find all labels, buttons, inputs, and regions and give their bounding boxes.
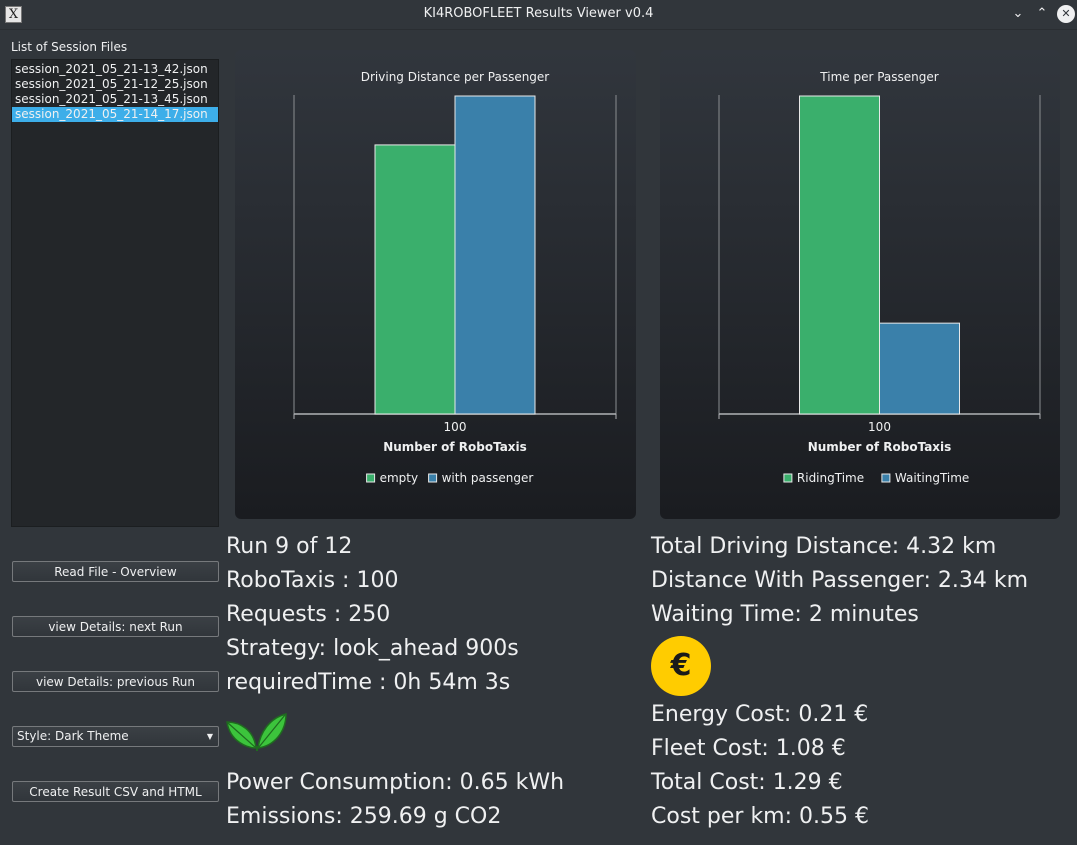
total-cost-label: Total Cost: 1.29 € xyxy=(651,770,843,795)
run-label: Run 9 of 12 xyxy=(226,534,353,559)
x-axis-label: Number of RoboTaxis xyxy=(383,440,527,454)
energy-cost-label: Energy Cost: 0.21 € xyxy=(651,702,869,727)
close-button[interactable]: ✕ xyxy=(1057,5,1075,23)
legend-label: RidingTime xyxy=(797,471,864,485)
legend-label: WaitingTime xyxy=(895,471,969,485)
session-file-list[interactable]: session_2021_05_21-13_42.json session_202… xyxy=(11,59,219,527)
file-list-item[interactable]: session_2021_05_21-12_25.json xyxy=(15,77,208,91)
legend-swatch xyxy=(881,473,891,483)
file-list-item[interactable]: session_2021_05_21-14_17.json xyxy=(12,107,218,122)
robotaxis-label: RoboTaxis : 100 xyxy=(226,568,399,593)
distance-chart-panel: Driving Distance per Passenger 100 Number … xyxy=(235,50,636,519)
chevron-down-icon: ▼ xyxy=(206,732,213,741)
x-axis-label: Number of RoboTaxis xyxy=(808,440,952,454)
requests-label: Requests : 250 xyxy=(226,602,391,627)
files-label: List of Session Files xyxy=(11,40,128,54)
style-select[interactable]: Style: Dark Theme ▼ xyxy=(12,726,219,747)
file-list-item[interactable]: session_2021_05_21-13_45.json xyxy=(15,92,208,106)
chart-title: Time per Passenger xyxy=(819,70,938,84)
create-result-button[interactable]: Create Result CSV and HTML xyxy=(12,781,219,802)
cost-per-km-label: Cost per km: 0.55 € xyxy=(651,804,869,829)
maximize-button[interactable]: ⌃ xyxy=(1036,6,1048,21)
title-bar: X KI4ROBOFLEET Results Viewer v0.4 ⌄ ⌃ ✕ xyxy=(0,0,1077,30)
legend-swatch xyxy=(366,473,376,483)
time-chart-panel: Time per Passenger 100 Number of RoboTaxis… xyxy=(660,50,1060,519)
power-label: Power Consumption: 0.65 kWh xyxy=(226,770,565,795)
waiting-time-label: Waiting Time: 2 minutes xyxy=(651,602,919,627)
window-title: KI4ROBOFLEET Results Viewer v0.4 xyxy=(423,6,654,21)
legend-swatch xyxy=(783,473,793,483)
x-tick-label: 100 xyxy=(868,420,891,434)
legend-label: empty xyxy=(380,471,419,485)
distance-passenger-label: Distance With Passenger: 2.34 km xyxy=(651,568,1029,593)
total-distance-label: Total Driving Distance: 4.32 km xyxy=(651,534,997,559)
bar-waitingtime xyxy=(879,322,960,415)
legend-swatch xyxy=(428,473,438,483)
next-run-button[interactable]: view Details: next Run xyxy=(12,616,219,637)
bar-with-passenger xyxy=(454,95,536,415)
fleet-cost-label: Fleet Cost: 1.08 € xyxy=(651,736,846,761)
file-list-item[interactable]: session_2021_05_21-13_42.json xyxy=(15,62,208,76)
x-tick-label: 100 xyxy=(444,420,467,434)
chart-title: Driving Distance per Passenger xyxy=(361,70,550,84)
distance-chart: Driving Distance per Passenger 100 Number … xyxy=(293,70,617,485)
required-time-label: requiredTime : 0h 54m 3s xyxy=(226,670,511,695)
style-select-value: Style: Dark Theme xyxy=(17,729,129,743)
emissions-label: Emissions: 259.69 g CO2 xyxy=(226,804,502,829)
previous-run-button[interactable]: view Details: previous Run xyxy=(12,671,219,692)
bar-empty xyxy=(374,144,456,415)
minimize-button[interactable]: ⌄ xyxy=(1012,6,1024,21)
read-file-button[interactable]: Read File - Overview xyxy=(12,561,219,582)
time-chart: Time per Passenger 100 Number of RoboTaxis… xyxy=(718,70,1041,485)
euro-coin-icon: € xyxy=(651,636,711,696)
app-icon: X xyxy=(5,6,22,23)
strategy-label: Strategy: look_ahead 900s xyxy=(226,636,519,661)
legend-label: with passenger xyxy=(442,471,534,485)
bar-ridingtime xyxy=(799,95,880,415)
leaf-icon xyxy=(226,713,287,751)
